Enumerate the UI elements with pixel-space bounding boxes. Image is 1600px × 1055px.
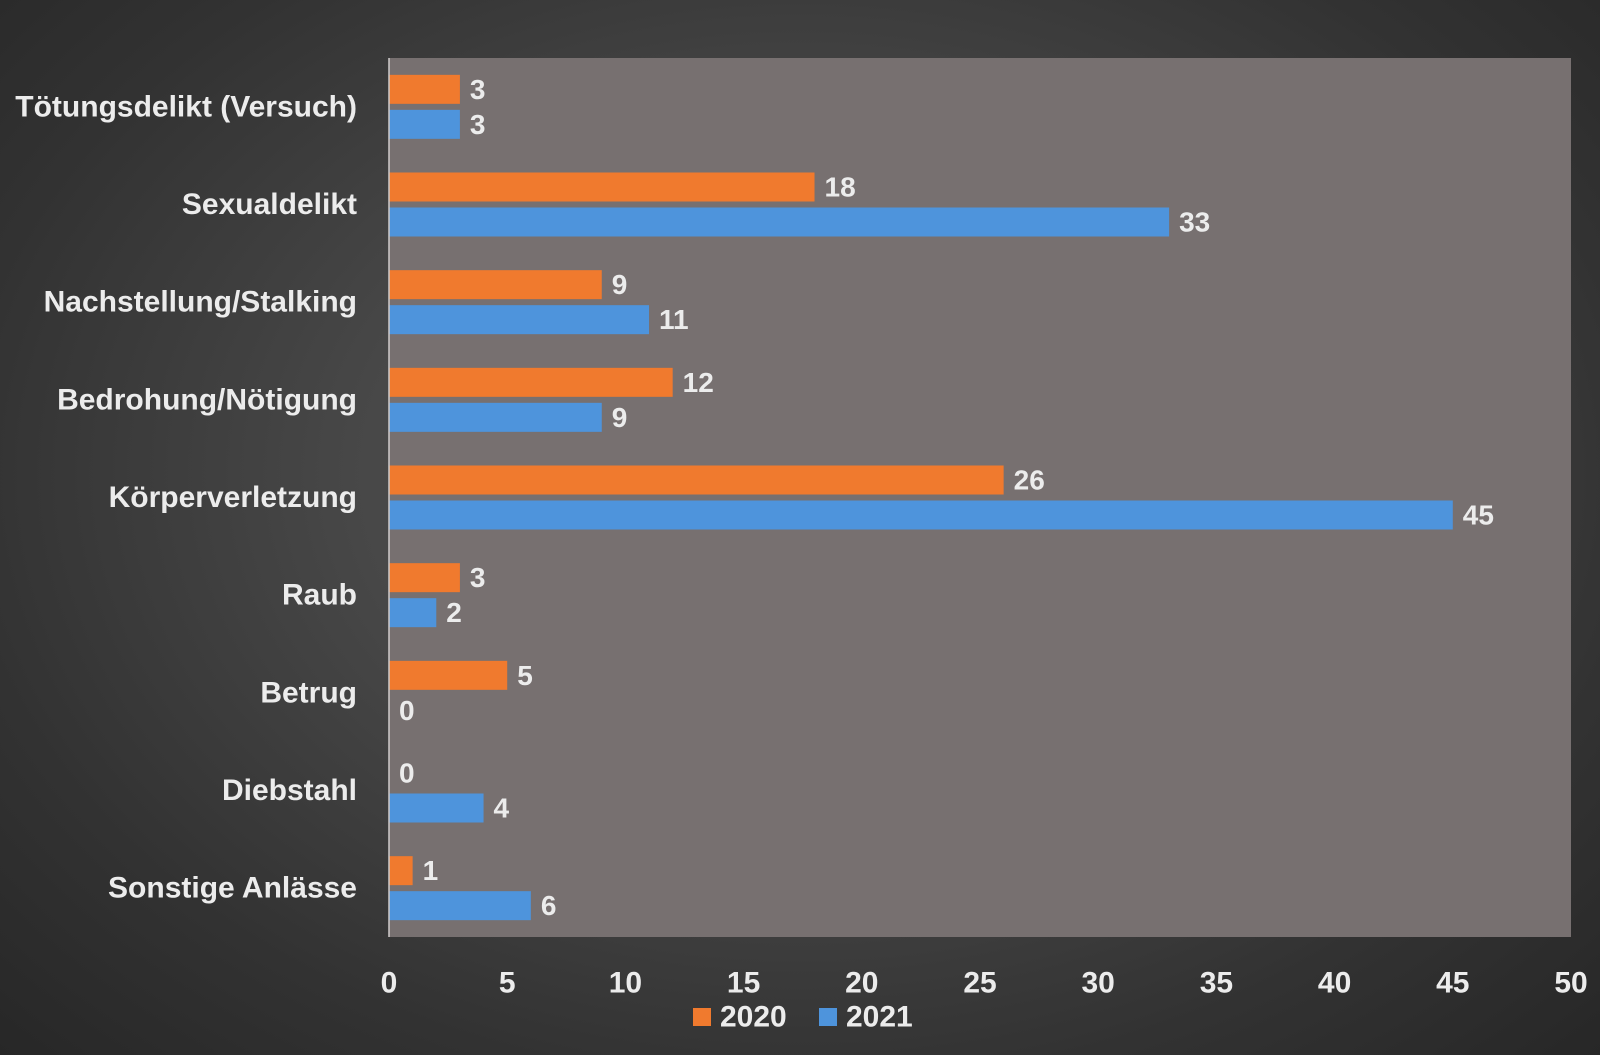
- data-label-series-2021: 2: [446, 597, 462, 628]
- bar-series-2021: [389, 109, 460, 139]
- x-tick-label: 45: [1436, 967, 1469, 1000]
- bar-series-2020: [389, 367, 673, 397]
- bar-series-2021: [389, 402, 602, 432]
- x-axis-tick-labels: 0 5 10 15 20 25 30 35 40 45 50: [381, 967, 1588, 1000]
- legend-label-2021: 2021: [846, 1001, 913, 1034]
- data-label-series-2020: 12: [683, 367, 714, 398]
- data-label-series-2020: 5: [517, 660, 533, 691]
- bar-series-2020: [389, 563, 460, 593]
- category-label: Sexualdelikt: [182, 188, 357, 221]
- category-label: Körperverletzung: [109, 481, 357, 514]
- x-tick-label: 10: [609, 967, 642, 1000]
- data-label-series-2020: 26: [1014, 465, 1045, 496]
- legend: 2020 2021: [693, 1001, 913, 1034]
- category-label: Raub: [282, 579, 357, 612]
- x-tick-label: 25: [963, 967, 996, 1000]
- plot-area: [389, 58, 1571, 937]
- bar-series-2021: [389, 891, 531, 921]
- bar-series-2021: [389, 793, 484, 823]
- x-tick-label: 5: [499, 967, 516, 1000]
- category-label: Sonstige Anlässe: [108, 872, 357, 905]
- bar-series-2021: [389, 305, 650, 335]
- x-tick-label: 35: [1200, 967, 1233, 1000]
- data-label-series-2020: 18: [825, 172, 856, 203]
- x-tick-label: 0: [381, 967, 398, 1000]
- data-label-series-2021: 3: [470, 109, 486, 140]
- category-label: Tötungsdelikt (Versuch): [15, 90, 357, 123]
- category-label: Bedrohung/Nötigung: [57, 383, 357, 416]
- data-label-series-2020: 0: [399, 758, 415, 789]
- x-tick-label: 40: [1318, 967, 1351, 1000]
- legend-label-2020: 2020: [720, 1001, 787, 1034]
- x-tick-label: 30: [1082, 967, 1115, 1000]
- bar-series-2021: [389, 500, 1453, 530]
- bar-series-2020: [389, 856, 413, 886]
- category-label: Diebstahl: [222, 774, 357, 807]
- x-tick-label: 15: [727, 967, 760, 1000]
- legend-swatch-2021: [819, 1008, 837, 1026]
- data-label-series-2021: 0: [399, 695, 415, 726]
- x-tick-label: 50: [1554, 967, 1587, 1000]
- bar-series-2020: [389, 172, 815, 202]
- bar-series-2021: [389, 598, 437, 628]
- data-label-series-2020: 9: [612, 269, 628, 300]
- legend-swatch-2020: [693, 1008, 711, 1026]
- data-label-series-2020: 3: [470, 74, 486, 105]
- category-label: Betrug: [260, 676, 357, 709]
- category-labels: Tötungsdelikt (Versuch) Sexualdelikt Nachs…: [15, 90, 357, 904]
- data-label-series-2021: 4: [494, 793, 510, 824]
- data-label-series-2021: 9: [612, 402, 628, 433]
- data-label-series-2021: 6: [541, 890, 557, 921]
- data-label-series-2021: 45: [1463, 500, 1494, 531]
- bar-series-2021: [389, 207, 1170, 237]
- bar-series-2020: [389, 74, 460, 104]
- data-label-series-2021: 33: [1179, 207, 1210, 238]
- category-label: Nachstellung/Stalking: [44, 286, 357, 319]
- data-label-series-2020: 1: [423, 855, 439, 886]
- bar-series-2020: [389, 465, 1004, 495]
- x-tick-label: 20: [845, 967, 878, 1000]
- data-label-series-2020: 3: [470, 562, 486, 593]
- bar-series-2020: [389, 660, 508, 690]
- data-label-series-2021: 11: [659, 304, 689, 335]
- bar-series-2020: [389, 270, 602, 300]
